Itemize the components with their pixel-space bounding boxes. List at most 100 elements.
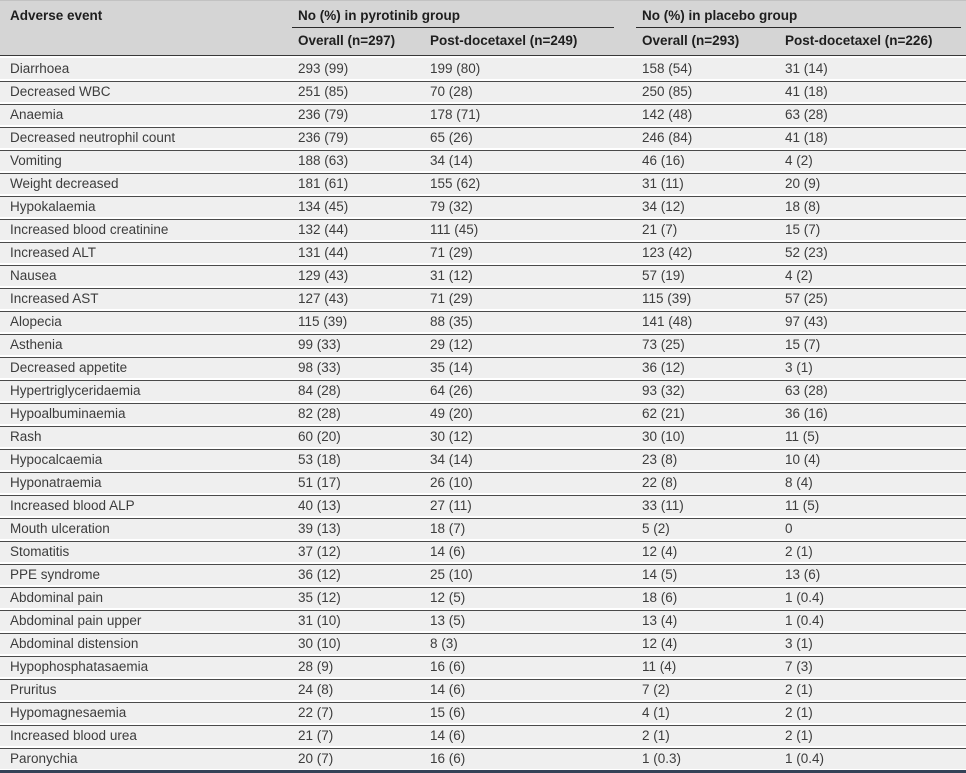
value-cell: 1 (0.4) <box>779 608 966 631</box>
value-cell: 7 (2) <box>636 677 780 700</box>
value-cell: 22 (8) <box>636 470 780 493</box>
value-cell: 60 (20) <box>292 424 424 447</box>
value-cell: 13 (4) <box>636 608 780 631</box>
value-cell: 12 (4) <box>636 631 780 654</box>
group-header-pyrotinib-label: No (%) in pyrotinib group <box>292 8 615 28</box>
value-cell: 293 (99) <box>292 56 424 79</box>
value-cell: 11 (4) <box>636 654 780 677</box>
table-header: Adverse event No (%) in pyrotinib group … <box>0 1 966 56</box>
value-cell: 53 (18) <box>292 447 424 470</box>
adverse-event-cell: Weight decreased <box>0 171 292 194</box>
value-cell: 20 (7) <box>292 746 424 769</box>
value-cell: 13 (5) <box>424 608 637 631</box>
adverse-event-cell: Increased blood urea <box>0 723 292 746</box>
table-row: Hypophosphatasaemia 28 (9) 16 (6) 11 (4) 7 (… <box>0 654 966 677</box>
table-row: Decreased WBC 251 (85) 70 (28) 250 (85) 41 (… <box>0 79 966 102</box>
value-cell: 98 (33) <box>292 355 424 378</box>
adverse-event-cell: Increased AST <box>0 286 292 309</box>
value-cell: 65 (26) <box>424 125 637 148</box>
value-cell: 15 (7) <box>779 217 966 240</box>
group-header-pyrotinib: No (%) in pyrotinib group <box>292 1 637 28</box>
table-row: Hypoalbuminaemia 82 (28) 49 (20) 62 (21) 36 … <box>0 401 966 424</box>
table-row: Increased ALT 131 (44) 71 (29) 123 (42) 52 (… <box>0 240 966 263</box>
value-cell: 250 (85) <box>636 79 780 102</box>
value-cell: 14 (6) <box>424 539 637 562</box>
value-cell: 34 (14) <box>424 148 637 171</box>
value-cell: 28 (9) <box>292 654 424 677</box>
adverse-event-cell: Mouth ulceration <box>0 516 292 539</box>
value-cell: 246 (84) <box>636 125 780 148</box>
value-cell: 99 (33) <box>292 332 424 355</box>
value-cell: 62 (21) <box>636 401 780 424</box>
value-cell: 20 (9) <box>779 171 966 194</box>
value-cell: 0 <box>779 516 966 539</box>
adverse-event-cell: Pruritus <box>0 677 292 700</box>
value-cell: 236 (79) <box>292 125 424 148</box>
adverse-event-cell: Hypokalaemia <box>0 194 292 217</box>
adverse-event-cell: Increased blood creatinine <box>0 217 292 240</box>
table-row: Hypertriglyceridaemia 84 (28) 64 (26) 93 (3… <box>0 378 966 401</box>
value-cell: 23 (8) <box>636 447 780 470</box>
adverse-event-cell: Hypophosphatasaemia <box>0 654 292 677</box>
table-row: Diarrhoea 293 (99) 199 (80) 158 (54) 31 (14) <box>0 56 966 79</box>
value-cell: 88 (35) <box>424 309 637 332</box>
sub-header-row: Overall (n=297) Post-docetaxel (n=249) O… <box>0 28 966 56</box>
value-cell: 57 (25) <box>779 286 966 309</box>
value-cell: 31 (12) <box>424 263 637 286</box>
table-row: Hypocalcaemia 53 (18) 34 (14) 23 (8) 10 (4) <box>0 447 966 470</box>
adverse-event-cell: Hypomagnesaemia <box>0 700 292 723</box>
adverse-event-cell: Increased ALT <box>0 240 292 263</box>
table-row: Increased blood ALP 40 (13) 27 (11) 33 (11)… <box>0 493 966 516</box>
value-cell: 41 (18) <box>779 79 966 102</box>
value-cell: 1 (0.4) <box>779 746 966 769</box>
table-row: Weight decreased 181 (61) 155 (62) 31 (11) 2… <box>0 171 966 194</box>
value-cell: 36 (16) <box>779 401 966 424</box>
value-cell: 52 (23) <box>779 240 966 263</box>
value-cell: 127 (43) <box>292 286 424 309</box>
column-header-placebo-overall: Overall (n=293) <box>636 28 780 56</box>
value-cell: 132 (44) <box>292 217 424 240</box>
table-row: Alopecia 115 (39) 88 (35) 141 (48) 97 (43) <box>0 309 966 332</box>
adverse-event-cell: Abdominal pain upper <box>0 608 292 631</box>
group-header-row: Adverse event No (%) in pyrotinib group … <box>0 1 966 56</box>
value-cell: 35 (14) <box>424 355 637 378</box>
adverse-event-cell: Diarrhoea <box>0 56 292 79</box>
table-row: Decreased neutrophil count 236 (79) 65 (26… <box>0 125 966 148</box>
column-header-placebo-post-docetaxel: Post-docetaxel (n=226) <box>779 28 966 56</box>
value-cell: 64 (26) <box>424 378 637 401</box>
value-cell: 36 (12) <box>292 562 424 585</box>
table-row: Increased blood urea 21 (7) 14 (6) 2 (1) 2 (… <box>0 723 966 746</box>
value-cell: 5 (2) <box>636 516 780 539</box>
value-cell: 46 (16) <box>636 148 780 171</box>
value-cell: 41 (18) <box>779 125 966 148</box>
table-row: Increased AST 127 (43) 71 (29) 115 (39) 57 (… <box>0 286 966 309</box>
adverse-event-cell: Hypoalbuminaemia <box>0 401 292 424</box>
value-cell: 3 (1) <box>779 355 966 378</box>
value-cell: 16 (6) <box>424 654 637 677</box>
value-cell: 14 (6) <box>424 677 637 700</box>
value-cell: 15 (7) <box>779 332 966 355</box>
value-cell: 73 (25) <box>636 332 780 355</box>
value-cell: 30 (10) <box>636 424 780 447</box>
value-cell: 141 (48) <box>636 309 780 332</box>
value-cell: 31 (11) <box>636 171 780 194</box>
adverse-event-cell: Paronychia <box>0 746 292 769</box>
value-cell: 1 (0.3) <box>636 746 780 769</box>
table-row: Anaemia 236 (79) 178 (71) 142 (48) 63 (28) <box>0 102 966 125</box>
adverse-event-cell: Abdominal distension <box>0 631 292 654</box>
value-cell: 27 (11) <box>424 493 637 516</box>
value-cell: 31 (14) <box>779 56 966 79</box>
table-row: Increased blood creatinine 132 (44) 111 (4… <box>0 217 966 240</box>
table-row: Vomiting 188 (63) 34 (14) 46 (16) 4 (2) <box>0 148 966 171</box>
value-cell: 36 (12) <box>636 355 780 378</box>
adverse-event-cell: Abdominal pain <box>0 585 292 608</box>
value-cell: 10 (4) <box>779 447 966 470</box>
value-cell: 63 (28) <box>779 378 966 401</box>
column-header-adverse-event: Adverse event <box>0 1 292 56</box>
table-row: Decreased appetite 98 (33) 35 (14) 36 (12) 3… <box>0 355 966 378</box>
value-cell: 11 (5) <box>779 424 966 447</box>
value-cell: 29 (12) <box>424 332 637 355</box>
value-cell: 11 (5) <box>779 493 966 516</box>
value-cell: 8 (4) <box>779 470 966 493</box>
